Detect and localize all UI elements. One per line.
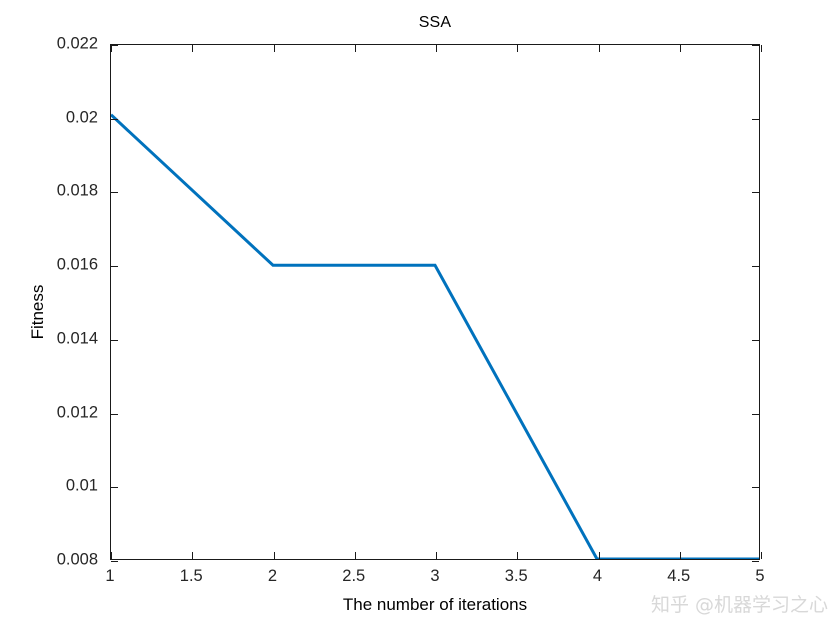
y-tick-mark (111, 561, 118, 562)
x-tick-mark (761, 552, 762, 559)
y-tick-label: 0.014 (56, 329, 98, 348)
y-tick-label: 0.022 (56, 34, 98, 53)
y-tick-mark-right (752, 487, 759, 489)
x-tick-label: 2.5 (342, 567, 366, 585)
plot-area (110, 44, 762, 562)
y-tick-mark-right (752, 45, 759, 46)
y-tick-mark-right (752, 413, 759, 415)
x-tick-mark (679, 552, 681, 559)
y-tick-mark-right (752, 561, 759, 562)
chart-title: SSA (418, 14, 452, 31)
x-tick-mark (598, 552, 600, 559)
y-tick-label: 0.018 (56, 181, 98, 200)
x-tick-mark (354, 552, 356, 559)
x-tick-label: 1.5 (179, 567, 203, 585)
y-tick-label: 0.012 (56, 403, 98, 422)
x-tick-mark-top (436, 45, 437, 52)
y-axis-title: Fitness (28, 284, 47, 340)
x-tick-label: 5 (755, 567, 765, 585)
x-tick-label: 3.5 (504, 567, 528, 585)
x-tick-label: 4 (592, 567, 603, 585)
x-tick-mark (436, 552, 437, 559)
data-series-svg (111, 45, 759, 559)
x-tick-mark-top (517, 45, 519, 52)
y-tick-label: 0.008 (56, 550, 98, 569)
y-tick-mark (111, 118, 118, 120)
x-tick-label: 4.5 (667, 567, 691, 585)
x-tick-mark (192, 552, 194, 559)
x-tick-mark-top (598, 45, 600, 52)
y-tick-label: 0.02 (65, 108, 98, 127)
x-axis-title: The number of iterations (342, 595, 528, 614)
x-tick-label: 1 (105, 567, 115, 585)
x-tick-mark-top (761, 45, 762, 52)
x-tick-mark-top (111, 45, 112, 52)
x-tick-mark-top (192, 45, 194, 52)
y-tick-mark (111, 45, 118, 46)
x-tick-mark-top (679, 45, 681, 52)
fitness-line (111, 115, 759, 559)
y-tick-mark (111, 192, 118, 194)
y-tick-label: 0.016 (56, 255, 98, 274)
y-tick-mark (111, 339, 118, 341)
y-tick-mark-right (752, 118, 759, 120)
y-tick-label: 0.01 (65, 476, 98, 495)
x-tick-label: 2 (267, 567, 278, 585)
watermark-text: 知乎 @机器学习之心 (650, 594, 828, 616)
x-tick-mark-top (273, 45, 275, 52)
y-tick-mark (111, 266, 118, 268)
x-tick-label: 3 (430, 567, 440, 585)
y-tick-mark-right (752, 266, 759, 268)
x-tick-mark (517, 552, 519, 559)
y-tick-mark-right (752, 339, 759, 341)
y-tick-mark (111, 413, 118, 415)
x-tick-mark-top (354, 45, 356, 52)
y-tick-mark-right (752, 192, 759, 194)
x-tick-mark (111, 552, 112, 559)
y-tick-mark (111, 487, 118, 489)
x-tick-mark (273, 552, 275, 559)
